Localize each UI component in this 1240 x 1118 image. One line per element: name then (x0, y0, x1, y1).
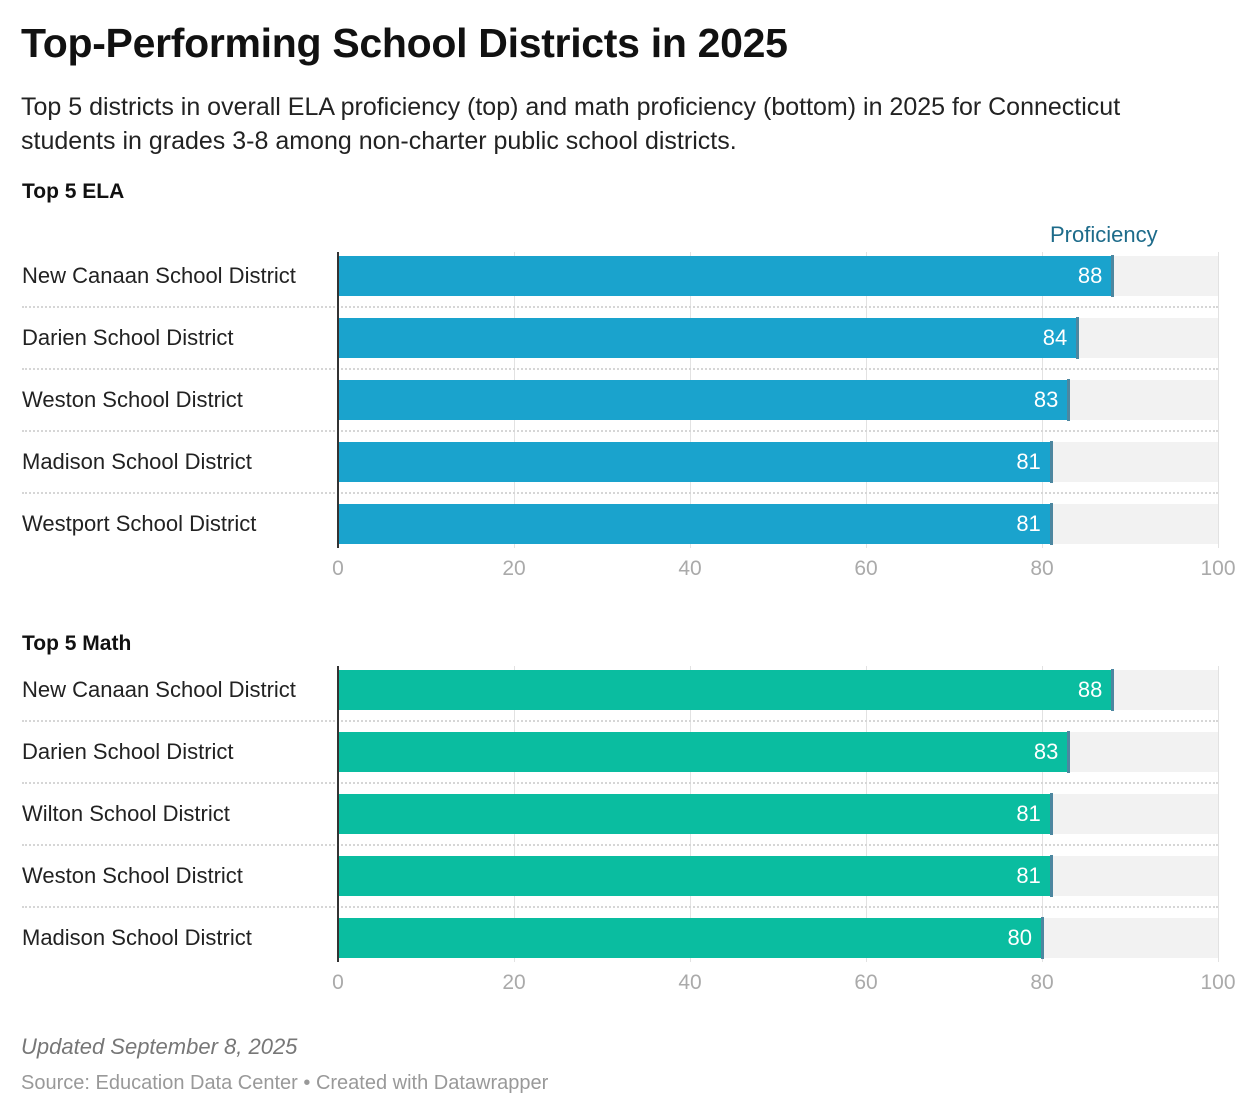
category-label: Madison School District (22, 449, 252, 474)
bar-end-marker (1049, 793, 1053, 835)
bar-end-marker (1111, 255, 1115, 297)
category-label: Darien School District (22, 739, 234, 764)
data-label: 81 (1016, 449, 1041, 474)
bar-end-marker (1041, 917, 1044, 959)
updated-note: Updated September 8, 2025 (21, 1034, 298, 1059)
x-tick-label: 100 (1200, 971, 1236, 994)
row-separator (22, 306, 1218, 308)
source-note: Source: Education Data Center • Created … (21, 1072, 549, 1094)
category-label: Weston School District (22, 387, 243, 412)
x-tick-label: 60 (854, 557, 878, 580)
bar-end-marker (1067, 379, 1071, 421)
bar (338, 380, 1069, 420)
zero-axis (337, 252, 339, 548)
x-tick-label: 100 (1200, 557, 1236, 580)
x-tick-label: 80 (1030, 971, 1054, 994)
gridline (1218, 666, 1219, 962)
data-label: 88 (1077, 263, 1103, 288)
row-separator (22, 844, 1218, 846)
category-label: New Canaan School District (22, 677, 296, 702)
data-label: 81 (1016, 801, 1041, 826)
data-label: 84 (1042, 325, 1068, 350)
x-tick-label: 20 (502, 557, 526, 580)
bar (338, 504, 1051, 544)
row-separator (22, 492, 1218, 494)
bar (338, 732, 1069, 772)
bar-end-marker (1049, 503, 1053, 545)
category-label: Wilton School District (22, 801, 230, 826)
category-label: Darien School District (22, 325, 234, 350)
bar-end-marker (1049, 441, 1053, 483)
column-header: Proficiency (1050, 222, 1158, 247)
bar-end-marker (1076, 317, 1080, 359)
x-tick-label: 40 (678, 557, 702, 580)
category-label: Westport School District (22, 511, 257, 536)
bar-end-marker (1111, 669, 1115, 711)
data-label: 83 (1033, 387, 1059, 412)
data-label: 81 (1016, 863, 1041, 888)
chart-title: Top-Performing School Districts in 2025 (21, 20, 788, 66)
bar (338, 794, 1051, 834)
gridline (1218, 252, 1219, 548)
bar (338, 670, 1113, 710)
bar-end-marker (1067, 731, 1071, 773)
bar (338, 442, 1051, 482)
row-separator (22, 906, 1218, 908)
row-separator (22, 430, 1218, 432)
data-label: 83 (1033, 739, 1059, 764)
x-tick-label: 0 (332, 557, 344, 580)
data-label: 81 (1016, 511, 1041, 536)
bar (338, 318, 1078, 358)
row-separator (22, 720, 1218, 722)
category-label: Weston School District (22, 863, 243, 888)
bar (338, 918, 1042, 958)
bar (338, 256, 1113, 296)
bar-end-marker (1049, 855, 1053, 897)
section-title: Top 5 Math (22, 632, 132, 655)
x-tick-label: 80 (1030, 557, 1054, 580)
x-tick-label: 60 (854, 971, 878, 994)
data-label: 80 (1007, 925, 1032, 950)
x-tick-label: 40 (678, 971, 702, 994)
data-label: 88 (1077, 677, 1103, 702)
x-tick-label: 0 (332, 971, 344, 994)
row-separator (22, 782, 1218, 784)
category-label: Madison School District (22, 925, 252, 950)
section-title: Top 5 ELA (22, 180, 125, 203)
bar (338, 856, 1051, 896)
row-separator (22, 368, 1218, 370)
x-tick-label: 20 (502, 971, 526, 994)
chart-subtitle: Top 5 districts in overall ELA proficien… (21, 93, 1121, 155)
zero-axis (337, 666, 339, 962)
category-label: New Canaan School District (22, 263, 296, 288)
